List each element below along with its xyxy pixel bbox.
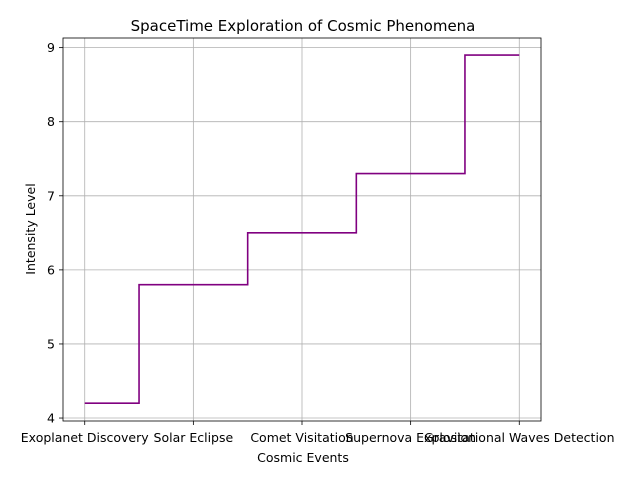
y-tick-label: 9	[47, 40, 55, 55]
series-step-line	[84, 54, 520, 405]
chart-title: SpaceTime Exploration of Cosmic Phenomen…	[131, 17, 476, 35]
x-tick-label: Comet Visitation	[250, 430, 353, 445]
x-axis-ticks: Exoplanet Discovery Solar Eclipse Comet Vi…	[21, 421, 615, 445]
y-tick-label: 6	[47, 262, 55, 277]
x-tick-label: Solar Eclipse	[154, 430, 234, 445]
grid-lines	[63, 38, 541, 421]
y-tick-label: 7	[47, 188, 55, 203]
x-tick-label: Exoplanet Discovery	[21, 430, 149, 445]
y-tick-label: 8	[47, 114, 55, 129]
x-tick-label: Supernova Explosion	[345, 430, 476, 445]
y-axis-label: Intensity Level	[23, 183, 38, 274]
y-tick-label: 5	[47, 336, 55, 351]
y-tick-label: 4	[47, 411, 55, 426]
series-layer	[84, 54, 520, 405]
x-axis-label: Cosmic Events	[257, 450, 349, 465]
y-axis-ticks: 4 5 6 7 8 9	[47, 40, 63, 426]
x-tick-label: Gravitational Waves Detection	[424, 430, 615, 445]
